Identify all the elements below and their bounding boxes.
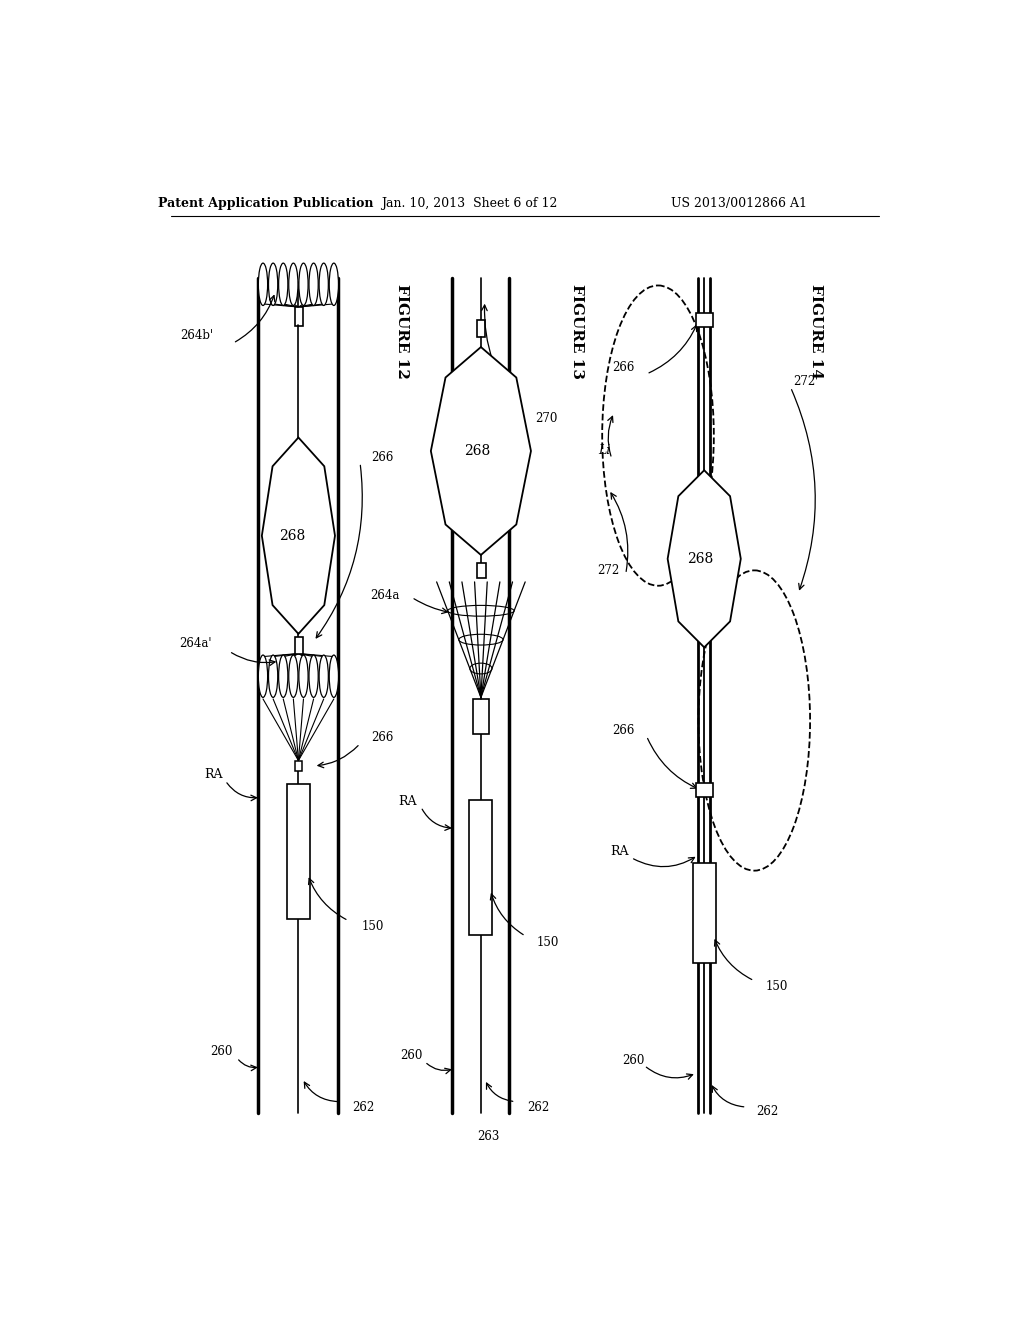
Text: 150: 150: [537, 936, 559, 949]
Text: 268: 268: [464, 444, 490, 458]
Text: 263: 263: [477, 1130, 500, 1143]
Ellipse shape: [279, 655, 288, 697]
Bar: [695, 783, 713, 797]
Bar: [295, 760, 302, 771]
Text: 268: 268: [687, 552, 714, 566]
Bar: [695, 313, 713, 327]
Bar: [295, 636, 303, 653]
Bar: [469, 800, 493, 935]
Text: 270: 270: [535, 412, 557, 425]
Text: RA: RA: [205, 768, 223, 781]
Text: Jan. 10, 2013  Sheet 6 of 12: Jan. 10, 2013 Sheet 6 of 12: [381, 197, 557, 210]
Text: Patent Application Publication: Patent Application Publication: [158, 197, 373, 210]
Ellipse shape: [309, 263, 318, 305]
Text: 150: 150: [766, 979, 788, 993]
Polygon shape: [668, 470, 740, 647]
Bar: [295, 308, 303, 326]
Polygon shape: [262, 437, 335, 634]
Text: 266: 266: [372, 450, 394, 463]
Text: 266: 266: [612, 362, 635, 375]
Text: 266: 266: [612, 723, 635, 737]
Bar: [477, 321, 484, 337]
Ellipse shape: [279, 263, 288, 305]
Text: 264a': 264a': [179, 638, 212, 649]
Ellipse shape: [319, 263, 329, 305]
Ellipse shape: [268, 263, 278, 305]
Ellipse shape: [299, 655, 308, 697]
Text: 150: 150: [361, 920, 384, 933]
Text: RA: RA: [398, 795, 417, 808]
Ellipse shape: [309, 655, 318, 697]
Text: 262: 262: [527, 1101, 549, 1114]
Ellipse shape: [319, 655, 329, 697]
Text: FIGURE 13: FIGURE 13: [570, 284, 584, 379]
Text: 260: 260: [623, 1055, 644, 1068]
Text: US 2013/0012866 A1: US 2013/0012866 A1: [671, 197, 807, 210]
Text: RA: RA: [610, 845, 629, 858]
Text: 262: 262: [352, 1101, 375, 1114]
Ellipse shape: [330, 263, 339, 305]
Text: Li: Li: [598, 445, 610, 458]
Ellipse shape: [258, 655, 267, 697]
Text: 268: 268: [280, 529, 305, 543]
Ellipse shape: [289, 655, 298, 697]
Text: FIGURE 14: FIGURE 14: [809, 284, 823, 379]
Ellipse shape: [330, 655, 339, 697]
Bar: [692, 863, 716, 964]
Text: 262: 262: [757, 1105, 779, 1118]
Ellipse shape: [299, 263, 308, 305]
Text: 266: 266: [372, 731, 394, 744]
Text: 264b': 264b': [180, 329, 214, 342]
Ellipse shape: [289, 263, 298, 305]
Bar: [477, 562, 485, 578]
Text: 272: 272: [793, 375, 815, 388]
Ellipse shape: [268, 655, 278, 697]
Bar: [473, 700, 488, 734]
Polygon shape: [431, 347, 531, 554]
Text: 260: 260: [210, 1045, 232, 1059]
Text: 264a: 264a: [371, 589, 400, 602]
Text: FIGURE 12: FIGURE 12: [395, 284, 410, 379]
Bar: [287, 784, 310, 919]
Ellipse shape: [258, 263, 267, 305]
Text: 260: 260: [400, 1049, 423, 1063]
Text: 272: 272: [597, 564, 620, 577]
